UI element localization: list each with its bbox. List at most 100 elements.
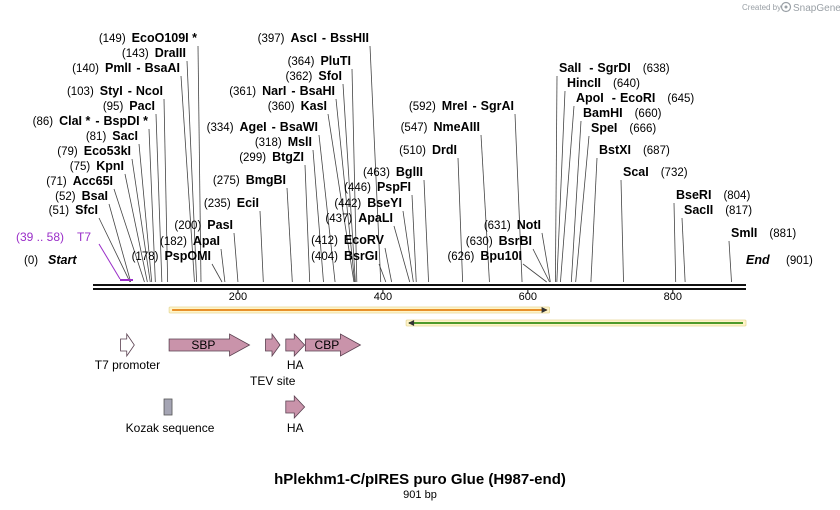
enzyme-site-ecoo109i[interactable]: (149) EcoO109I *	[99, 31, 197, 45]
feature-t7-promoter[interactable]: T7 promoter	[95, 332, 160, 372]
enzyme-site-nmeaiii[interactable]: (547) NmeAIII	[401, 120, 480, 134]
enzyme-pos: (360)	[268, 101, 295, 113]
enzyme-site-sali[interactable]: SalI - SgrDI (638)	[559, 61, 670, 75]
enzyme-leader	[681, 217, 686, 283]
enzyme-site-bstxi[interactable]: BstXI (687)	[599, 143, 670, 157]
enzyme-site-draiii[interactable]: (143) DraIII	[122, 46, 186, 60]
enzyme-site-bseyi[interactable]: (442) BseYI	[334, 196, 402, 210]
snapgene-logo-icon	[780, 1, 792, 13]
enzyme-pos: (666)	[629, 123, 656, 135]
enzyme-label: (103) StyI - NcoI	[67, 84, 163, 98]
enzyme-site-sfci[interactable]: (51) SfcI	[49, 203, 98, 217]
enzyme-site-apai[interactable]: (182) ApaI	[160, 234, 220, 248]
enzyme-site-bsrbi[interactable]: (630) BsrBI	[466, 234, 532, 248]
enzyme-site-spei[interactable]: SpeI (666)	[591, 121, 656, 135]
enzyme-name: AscI	[291, 31, 317, 45]
enzyme-site-ecorv[interactable]: (412) EcoRV	[311, 233, 385, 247]
enzyme-name: MreI	[442, 99, 468, 113]
enzyme-site-sfoi[interactable]: (362) SfoI	[286, 69, 342, 83]
enzyme-label: BamHI (660)	[583, 106, 662, 120]
enzyme-leader	[570, 120, 582, 283]
enzyme-site-drdi[interactable]: (510) DrdI	[399, 143, 457, 157]
enzyme-label: (463) BglII	[363, 165, 423, 179]
enzyme-site-btgzi[interactable]: (299) BtgZI	[239, 150, 304, 164]
enzyme-site-ecii[interactable]: (235) EciI	[204, 196, 259, 210]
enzyme-site-pspomi[interactable]: (178) PspOMI	[132, 249, 211, 263]
enzyme-site-styi[interactable]: (103) StyI - NcoI	[67, 84, 163, 98]
enzyme-name: ApaI	[193, 234, 220, 248]
enzyme-site-bseri[interactable]: BseRI (804)	[676, 188, 750, 202]
enzyme-site-kpni[interactable]: (75) KpnI	[70, 159, 124, 173]
enzyme-pos: (299)	[239, 152, 266, 164]
enzyme-label: (437) ApaLI	[325, 211, 393, 225]
enzyme-site-noti[interactable]: (631) NotI	[484, 218, 541, 232]
enzyme-leader	[180, 75, 195, 283]
enzyme-site-bpu10i[interactable]: (626) Bpu10I	[447, 249, 522, 263]
enzyme-pos: (640)	[613, 78, 640, 90]
feature-sbp[interactable]: SBP	[168, 333, 251, 357]
enzyme-pos: (442)	[334, 198, 361, 210]
enzyme-site-clai[interactable]: (86) ClaI * - BspDI *	[33, 114, 149, 128]
enzyme-site-pmli[interactable]: (140) PmlI - BsaAI	[72, 61, 180, 75]
enzyme-site-smli[interactable]: SmlI (881)	[731, 226, 796, 240]
enzyme-name: Bpu10I	[480, 249, 522, 263]
enzyme-site-hincii[interactable]: HincII (640)	[567, 76, 640, 90]
enzyme-site-kasi[interactable]: (360) KasI	[268, 99, 327, 113]
enzyme-leader	[560, 105, 575, 283]
enzyme-site-bmgbi[interactable]: (275) BmgBI	[213, 173, 286, 187]
enzyme-pos: (660)	[635, 108, 662, 120]
enzyme-site-scai[interactable]: ScaI (732)	[623, 165, 688, 179]
enzyme-label: (149) EcoO109I *	[99, 31, 197, 45]
enzyme-site-sacii[interactable]: SacII (817)	[684, 203, 752, 217]
feature-label: HA	[287, 421, 304, 435]
enzyme-name: PluTI	[320, 54, 351, 68]
enzyme-name: NmeAIII	[433, 120, 480, 134]
enzyme-label: (510) DrdI	[399, 143, 457, 157]
feature-tev-site[interactable]: TEV site	[250, 332, 296, 388]
enzyme-site-nari[interactable]: (361) NarI - BsaHI	[229, 84, 335, 98]
enzyme-site-paci[interactable]: (95) PacI	[103, 99, 155, 113]
enzyme-site-pspfi[interactable]: (446) PspFI	[344, 180, 411, 194]
enzyme-site-eco53ki[interactable]: (79) Eco53kI	[57, 144, 131, 158]
enzyme-leader	[556, 90, 566, 283]
enzyme-label: (361) NarI - BsaHI	[229, 84, 335, 98]
enzyme-site-msli[interactable]: (318) MslI	[255, 135, 312, 149]
enzyme-name: SacI	[112, 129, 138, 143]
enzyme-site-asci[interactable]: (397) AscI - BssHII	[258, 31, 369, 45]
enzyme-pos: (463)	[363, 167, 390, 179]
feature-arrow	[120, 332, 135, 358]
enzyme-leader	[327, 113, 355, 283]
enzyme-pos: (143)	[122, 48, 149, 60]
enzyme-site-bsai[interactable]: (52) BsaI	[55, 189, 108, 203]
enzyme-label: (446) PspFI	[344, 180, 411, 194]
enzyme-label: (178) PspOMI	[132, 249, 211, 263]
feature-label: T7 promoter	[95, 358, 160, 372]
enzyme-site-pasi[interactable]: (200) PasI	[174, 218, 233, 232]
feature-arrow	[168, 333, 251, 357]
feature-kozak-sequence[interactable]: Kozak sequence	[126, 398, 215, 435]
enzyme-site-pluti[interactable]: (364) PluTI	[288, 54, 351, 68]
enzyme-site-saci[interactable]: (81) SacI	[86, 129, 138, 143]
enzyme-site-bamhi[interactable]: BamHI (660)	[583, 106, 662, 120]
orf-reverse-arrow-icon	[408, 320, 415, 326]
feature-cbp[interactable]: CBP	[304, 333, 362, 357]
enzyme-name: EcoO109I	[132, 31, 189, 45]
enzyme-site-apali[interactable]: (437) ApaLI	[325, 211, 393, 225]
primer-t7[interactable]: (39 .. 58) T7	[16, 230, 133, 281]
enzyme-site-mrei[interactable]: (592) MreI - SgrAI	[409, 99, 514, 113]
feature-ha[interactable]: HA	[285, 394, 306, 435]
enzyme-leader	[259, 210, 264, 283]
enzyme-name: ApaLI	[358, 211, 393, 225]
enzyme-name-2: SgrDI	[597, 61, 630, 75]
enzyme-site-bsrgi[interactable]: (404) BsrGI	[311, 249, 378, 263]
enzyme-pos: (51)	[49, 205, 70, 217]
enzyme-site-bglii[interactable]: (463) BglII	[363, 165, 423, 179]
enzyme-name: PspFI	[377, 180, 411, 194]
enzyme-leader	[155, 113, 163, 283]
enzyme-site-agei[interactable]: (334) AgeI - BsaWI	[207, 120, 318, 134]
feature-arrow	[265, 332, 281, 358]
feature-ha[interactable]: HA	[285, 332, 306, 372]
enzyme-leader	[554, 75, 558, 283]
enzyme-site-apoi[interactable]: ApoI - EcoRI (645)	[576, 91, 694, 105]
enzyme-site-acc65i[interactable]: (71) Acc65I	[46, 174, 113, 188]
